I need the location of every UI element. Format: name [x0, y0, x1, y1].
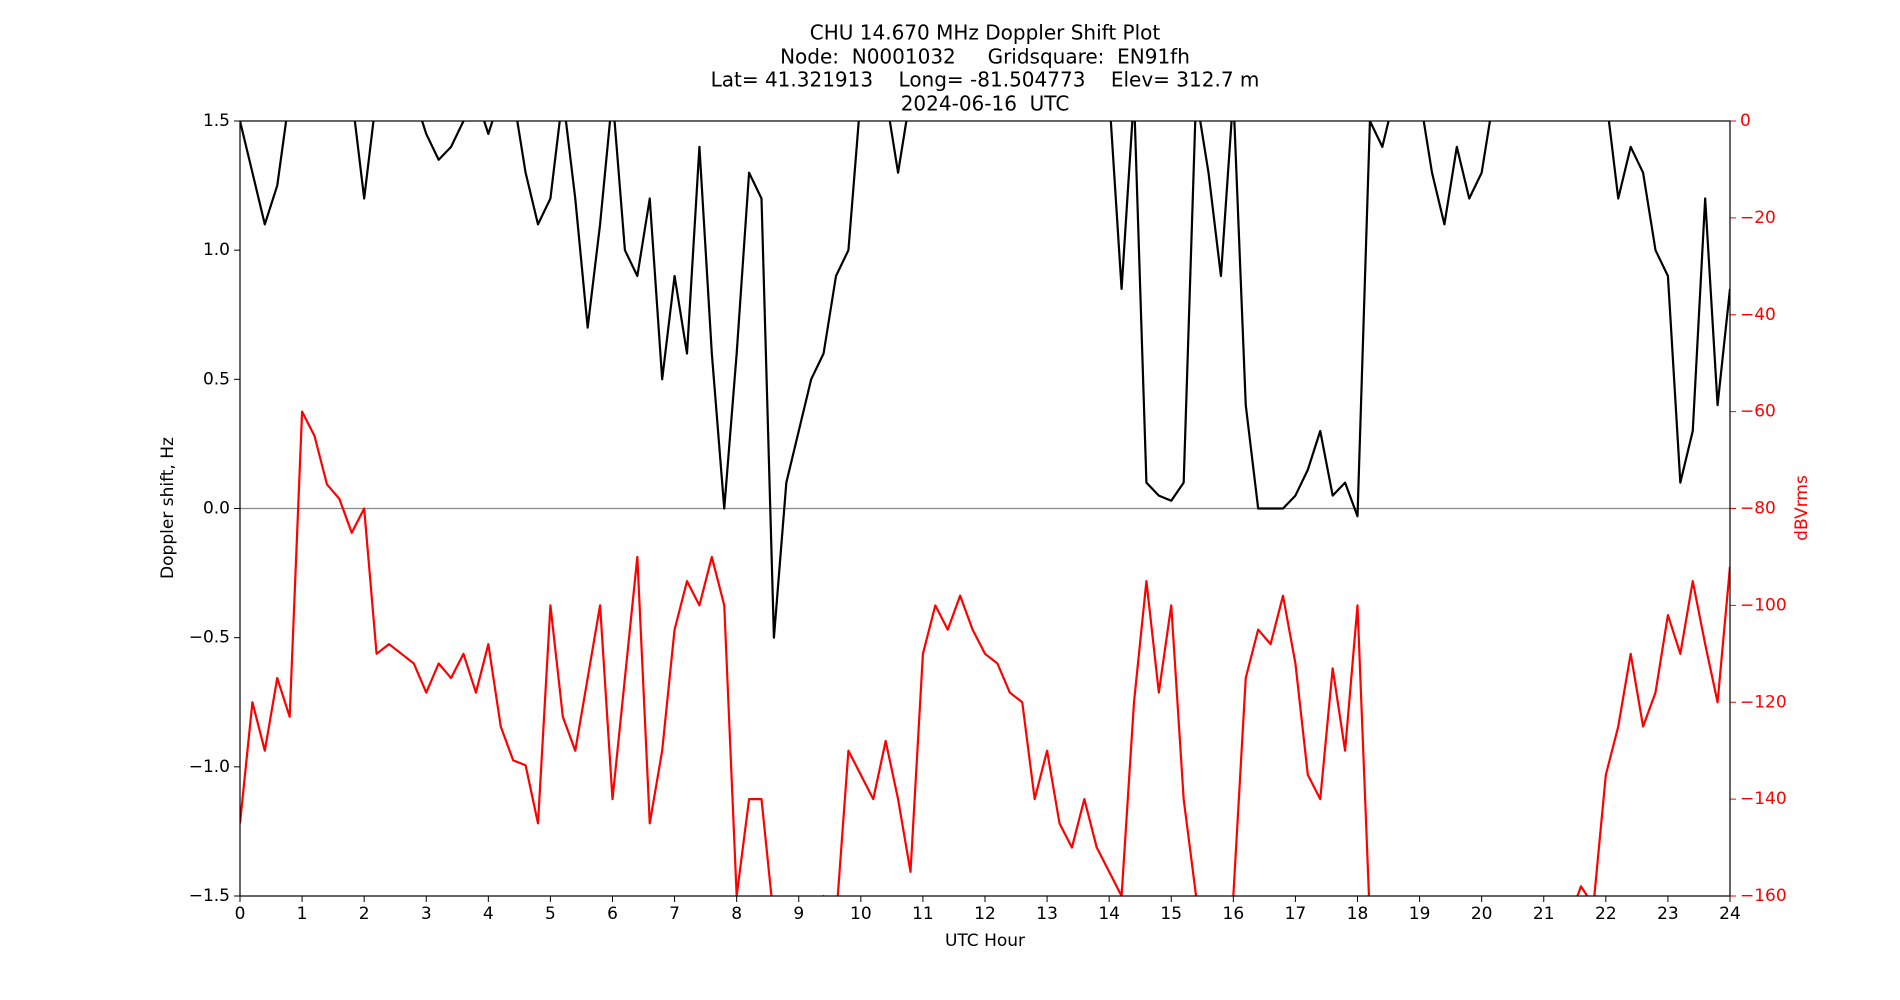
- x-tick-label: 3: [421, 904, 432, 924]
- x-tick-label: 16: [1223, 904, 1245, 924]
- y2-tick-label: 0: [1740, 111, 1751, 131]
- x-tick-label: 21: [1533, 904, 1555, 924]
- y-tick-label: 1.5: [203, 111, 230, 131]
- y-tick-label: −1.5: [189, 886, 230, 906]
- y2-tick-label: −20: [1740, 208, 1776, 228]
- x-tick-label: 23: [1657, 904, 1679, 924]
- x-tick-label: 5: [545, 904, 556, 924]
- y2-axis-label: dBVrms: [1792, 475, 1812, 541]
- x-tick-label: 13: [1036, 904, 1058, 924]
- y2-tick-label: −140: [1740, 789, 1787, 809]
- y-tick-label: −0.5: [189, 628, 230, 648]
- x-tick-label: 12: [974, 904, 996, 924]
- x-tick-label: 14: [1098, 904, 1120, 924]
- x-tick-label: 22: [1595, 904, 1617, 924]
- x-tick-label: 4: [483, 904, 494, 924]
- y-tick-label: 0.5: [203, 369, 230, 389]
- data-line: [240, 410, 1730, 896]
- y2-tick-label: −120: [1740, 692, 1787, 712]
- x-tick-label: 9: [793, 904, 804, 924]
- plot-frame: [239, 120, 1731, 897]
- x-tick-label: 15: [1160, 904, 1182, 924]
- x-tick-label: 20: [1471, 904, 1493, 924]
- chart-title: 2024-06-16 UTC: [901, 92, 1070, 116]
- y2-tick-label: −80: [1740, 499, 1776, 519]
- x-axis-label: UTC Hour: [945, 931, 1025, 951]
- chart-title: Lat= 41.321913 Long= -81.504773 Elev= 31…: [711, 68, 1260, 92]
- x-tick-label: 1: [297, 904, 308, 924]
- x-tick-label: 24: [1719, 904, 1741, 924]
- y2-tick-label: −160: [1740, 886, 1787, 906]
- x-tick-label: 6: [607, 904, 618, 924]
- plot-area: [240, 121, 1730, 896]
- x-tick-label: 2: [359, 904, 370, 924]
- chart-title: Node: N0001032 Gridsquare: EN91fh: [780, 45, 1190, 69]
- x-tick-label: 10: [850, 904, 872, 924]
- x-tick-label: 0: [235, 904, 246, 924]
- y2-tick-label: −60: [1740, 402, 1776, 422]
- x-tick-label: 7: [669, 904, 680, 924]
- y2-tick-label: −100: [1740, 595, 1787, 615]
- data-line: [240, 121, 1730, 639]
- y-tick-label: −1.0: [189, 757, 230, 777]
- x-tick-label: 19: [1409, 904, 1431, 924]
- y-axis-label: Doppler shift, Hz: [158, 437, 178, 579]
- chart-title: CHU 14.670 MHz Doppler Shift Plot: [810, 21, 1161, 45]
- x-tick-label: 8: [731, 904, 742, 924]
- x-tick-label: 17: [1285, 904, 1307, 924]
- x-tick-label: 18: [1347, 904, 1369, 924]
- x-tick-label: 11: [912, 904, 934, 924]
- y2-tick-label: −40: [1740, 305, 1776, 325]
- y-tick-label: 1.0: [203, 240, 230, 260]
- y-tick-label: 0.0: [203, 499, 230, 519]
